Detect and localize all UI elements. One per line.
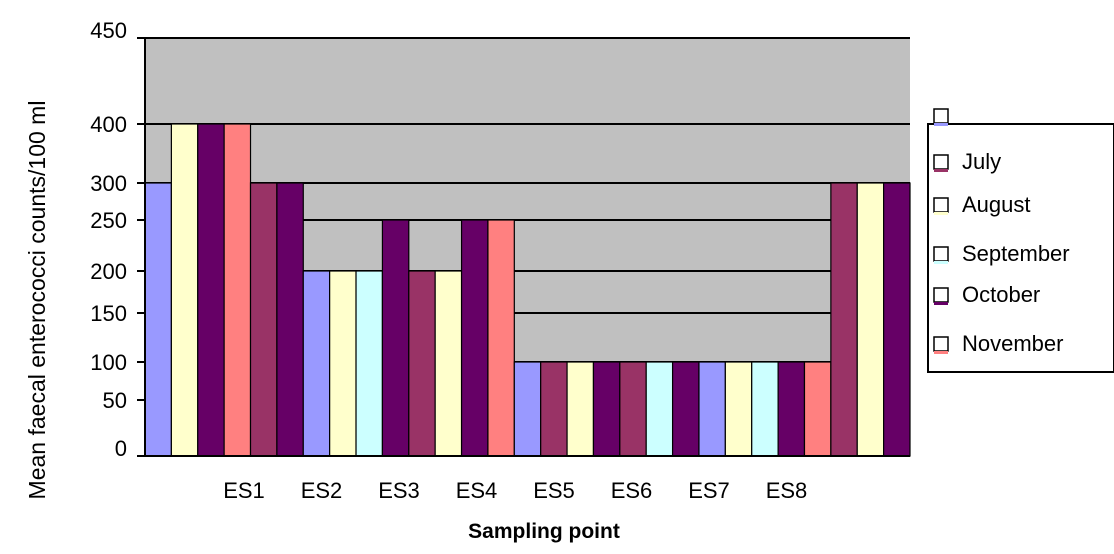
bar [487,219,515,457]
legend-item: August [933,192,1031,217]
bar [645,361,674,457]
x-tick-label: ES5 [533,478,575,503]
legend-item: September [933,241,1070,266]
legend-swatch [934,123,948,126]
x-tick-label: ES8 [766,478,808,503]
y-tick-label: 450 [90,18,127,43]
legend-label: October [962,282,1040,307]
x-tick-label: ES2 [301,478,343,503]
x-tick-label: ES3 [378,478,420,503]
bar [856,182,885,457]
legend-label: November [962,331,1063,356]
legend-item: October [933,282,1040,307]
y-tick-label: 200 [90,259,127,284]
legend-swatch [934,212,948,215]
legend-label: September [962,241,1070,266]
bar [276,182,304,457]
x-tick-label: ES7 [688,478,730,503]
bar [803,361,832,457]
bar [592,361,621,457]
y-tick-labels: 0 50 100 150 200 250 300 400 450 [90,18,127,461]
y-tick-label: 100 [90,350,127,375]
legend-label: August [962,192,1031,217]
x-tick-label: ES4 [456,478,498,503]
legend-item: July [933,149,1001,174]
y-tick-label: 250 [90,208,127,233]
bars [144,123,911,457]
x-axis-label: Sampling point [468,520,620,543]
y-tick-label: 300 [90,171,127,196]
y-tick-label: 0 [115,436,127,461]
legend-box [927,123,1114,373]
bar [698,361,726,457]
legend-item [933,108,949,126]
bar [223,123,252,457]
bar [355,270,384,457]
bar [144,182,172,457]
bar [302,270,331,457]
bar [777,361,806,457]
y-axis-label: Mean faecal enterococci counts/100 ml [24,101,50,500]
bar [329,270,357,457]
legend-swatch [934,169,948,172]
legend-swatch [934,261,948,264]
bar [671,361,700,457]
bar [170,123,199,457]
y-tick-label: 50 [103,388,127,413]
axes [137,37,910,457]
bar [460,219,489,457]
bar [883,182,911,457]
x-tick-labels: ES1 ES2 ES3 ES4 ES5 ES6 ES7 ES8 [223,478,807,503]
bar [408,270,436,457]
bar [381,219,410,457]
x-tick-label: ES1 [223,478,265,503]
y-tick-label: 150 [90,301,127,326]
legend-label: July [962,149,1001,174]
legend: July August September October November [927,108,1114,373]
legend-swatch [934,302,948,305]
bar [434,270,463,457]
bar [619,361,647,457]
bar [566,361,595,457]
y-tick-label: 400 [90,112,127,137]
bar [513,361,542,457]
x-tick-label: ES6 [611,478,653,503]
bar [830,182,858,457]
legend-marker [933,108,949,124]
bar [249,182,278,457]
bar [540,361,568,457]
legend-swatch [934,351,948,354]
bar [197,123,225,457]
legend-item: November [933,331,1063,356]
bar [751,361,779,457]
bar [724,361,753,457]
